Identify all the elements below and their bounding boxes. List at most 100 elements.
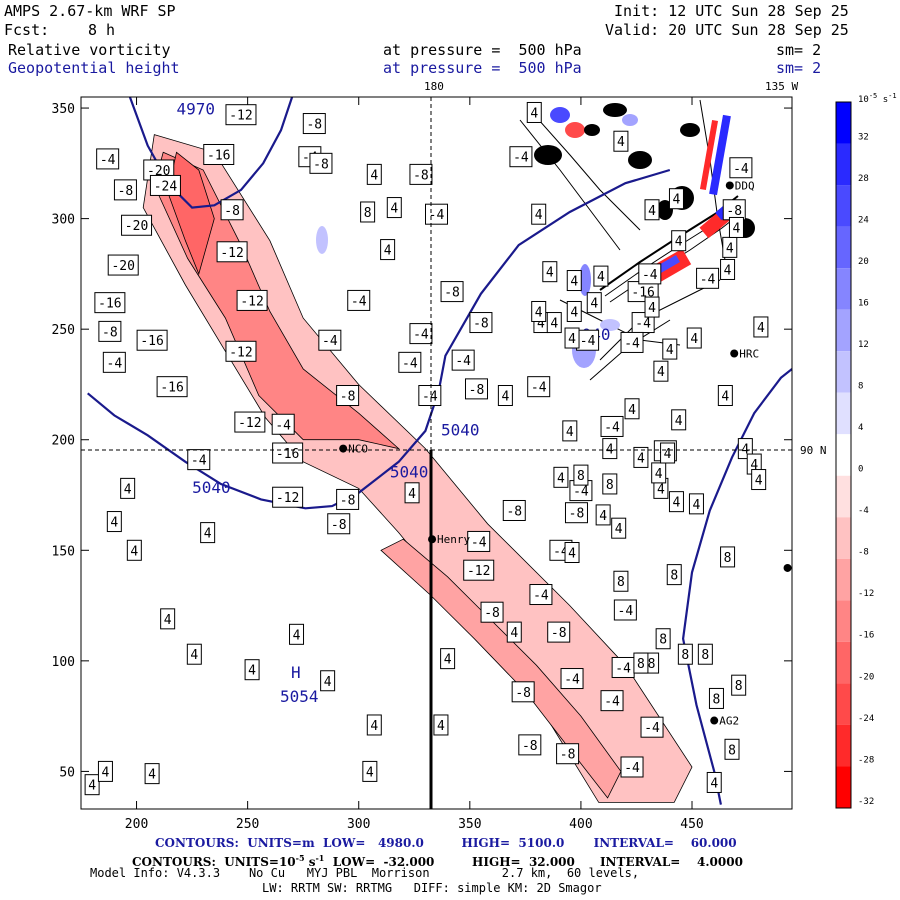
vorticity-label-text: 4 [675,414,683,429]
colorbar-swatch [836,268,851,310]
vorticity-label: -4 [409,323,433,345]
vorticity-label: 8 [720,546,736,568]
vorticity-label-text: -4 [604,420,620,435]
y-tick-label: 350 [52,102,75,117]
vorticity-label-text: -16 [207,148,230,163]
vorticity-label: -4 [620,331,644,353]
vorticity-label: -8 [722,199,746,221]
vorticity-label: -4 [576,329,600,351]
vorticity-label: -8 [547,621,571,643]
colorbar-swatch [836,683,851,725]
field2-name: Geopotential height [8,59,180,77]
vorticity-label: 8 [666,564,682,586]
vorticity-label-text: -4 [733,162,749,177]
vorticity-label-text: 4 [750,458,758,473]
vorticity-label-text: -4 [471,535,487,550]
vorticity-label: 4 [120,477,136,499]
colorbar-swatch [836,392,851,435]
y-tick-label: 250 [52,323,75,338]
vorticity-label: -4 [611,656,635,678]
vorticity-label-text: -4 [100,153,116,168]
vorticity-label: 8 [573,464,589,486]
vorticity-label: -8 [302,113,326,135]
vorticity-label: -4 [729,157,753,179]
vorticity-label-text: 4 [675,235,683,250]
colorbar-label: 24 [858,215,869,225]
model-title: AMPS 2.67-km WRF SP [4,2,176,20]
vorticity-label-text: -8 [551,626,567,641]
x-tick-label: 450 [680,817,703,832]
y-tick-label: 300 [52,213,75,228]
vorticity-label: -4 [425,203,448,225]
vorticity-label: 4 [106,511,122,533]
vorticity-label: -12 [225,340,257,362]
vorticity-label-text: 4 [164,613,172,628]
vorticity-label: 4 [602,438,618,460]
vorticity-label: 4 [688,493,704,515]
vorticity-label: 4 [531,203,547,225]
vorticity-label: -4 [600,415,624,437]
vorticity-label-text: 4 [673,496,681,511]
vorticity-label-text: 4 [248,664,256,679]
station-markers: NCO Henry HRC DDQ AG2 [339,179,792,728]
vorticity-label-text: 4 [293,628,301,643]
vorticity-label-text: -4 [351,294,367,309]
vorticity-label: 4 [613,130,629,152]
y-tick-label: 200 [52,434,75,449]
colorbar-label: 28 [858,174,869,184]
height-contour-label: 5040 [192,478,231,497]
colorbar-label: 4 [858,423,863,433]
vorticity-label-text: 8 [577,469,585,484]
vorticity-label: 4 [320,670,336,692]
vorticity-label-text: 4 [390,202,398,217]
y-tick-label: 50 [59,765,75,780]
vorticity-label-text: 4 [102,765,110,780]
x-tick-label: 400 [569,817,592,832]
vorticity-label-text: -4 [573,485,589,500]
vorticity-label: 4 [651,462,667,484]
vorticity-label-text: 8 [659,633,667,648]
vorticity-label-text: -4 [531,381,547,396]
vorticity-label: -8 [518,734,542,756]
x-tick-label: 200 [125,817,148,832]
vorticity-label-text: 4 [570,305,578,320]
station-label: Henry [437,533,470,546]
colorbar-swatch [836,434,851,476]
vorticity-label: -12 [225,104,257,126]
colorbar-swatch [836,102,851,144]
vorticity-label: -8 [502,499,526,521]
vorticity-label-text: -12 [276,491,299,506]
vorticity-label-text: 8 [728,743,736,758]
height-contour-label: 5040 [441,420,480,439]
vorticity-label: 4 [660,442,676,464]
vorticity-label-text: 8 [606,478,614,493]
vorticity-label: -4 [102,351,126,373]
vorticity-label-text: 4 [741,443,749,458]
vorticity-label-text: -8 [224,204,240,219]
colorbar-label: -4 [858,506,869,516]
vorticity-label: -20 [121,214,153,236]
vorticity-label: 4 [497,385,513,407]
footer-model-info2: LW: RRTM SW: RRTMG DIFF: simple KM: 2D S… [262,881,602,895]
vorticity-label: -4 [640,716,664,738]
vorticity-label: 4 [531,300,547,322]
vorticity-label-text: -8 [118,184,134,199]
vorticity-label-text: 4 [535,305,543,320]
vorticity-label-text: 4 [721,390,729,405]
station-dot [710,716,719,725]
vorticity-label-text: -4 [642,268,658,283]
vorticity-label: 4 [562,420,578,442]
vorticity-label: -16 [94,292,126,314]
vorticity-label-text: -20 [111,259,134,274]
vorticity-label-text: -4 [533,589,549,604]
field1-level: at pressure = 500 hPa [383,41,582,59]
vorticity-label-text: -8 [560,748,576,763]
vorticity-label-text: -8 [340,493,356,508]
vorticity-label: 8 [708,687,724,709]
vorticity-label: 4 [706,771,722,793]
colorbar-swatch [836,226,851,269]
vorticity-label: -4 [696,267,720,289]
vorticity-label-text: -8 [473,317,489,332]
vorticity-label-text: 4 [370,168,378,183]
